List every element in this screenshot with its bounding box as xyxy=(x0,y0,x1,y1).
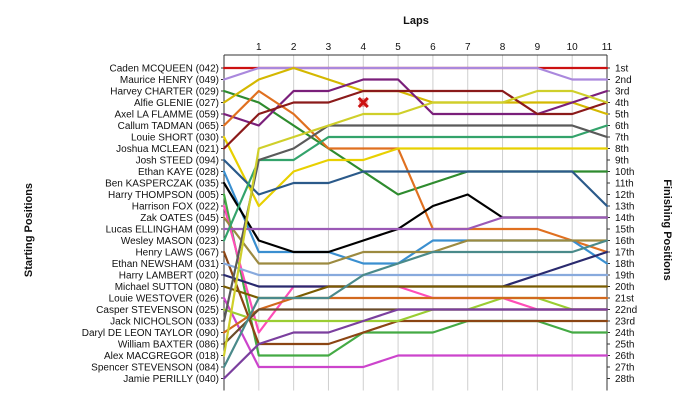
x-tick-label: 1 xyxy=(256,42,262,53)
starting-position-label: Axel LA FLAMME (059) xyxy=(115,110,219,121)
starting-position-label: Harry THOMPSON (005) xyxy=(108,190,219,201)
finishing-position-label: 28th xyxy=(615,374,634,385)
finishing-position-label: 18th xyxy=(615,259,634,270)
series-line-14 xyxy=(222,216,609,265)
x-tick-label: 9 xyxy=(535,42,541,53)
starting-position-label: Spencer STEVENSON (084) xyxy=(91,363,219,374)
x-tick-label: 11 xyxy=(602,42,613,53)
series-line-18 xyxy=(222,262,609,277)
finishing-position-label: 1st xyxy=(615,64,629,75)
event-marker xyxy=(357,96,369,109)
series-line-8 xyxy=(222,89,609,150)
series-line-22 xyxy=(222,296,609,323)
finishing-position-label: 3rd xyxy=(615,87,629,98)
finishing-position-label: 7th xyxy=(615,133,629,144)
series-line-26 xyxy=(222,89,609,357)
series-line-27 xyxy=(222,239,609,369)
starting-position-label: Henry LAWS (067) xyxy=(135,248,219,259)
series-line-28 xyxy=(222,308,609,380)
finishing-position-label: 23rd xyxy=(615,317,635,328)
series-line-17 xyxy=(222,250,609,346)
finishing-position-label: 11th xyxy=(615,179,634,190)
starting-position-label: Jack NICHOLSON (033) xyxy=(110,317,219,328)
series-line-9 xyxy=(222,158,609,208)
marker-cross-b xyxy=(357,96,369,109)
x-tick-label: 2 xyxy=(291,42,297,53)
series-line-16 xyxy=(222,124,609,242)
series-line-24 xyxy=(222,296,609,334)
finishing-position-label: 4th xyxy=(615,98,629,109)
x-tick-label: 4 xyxy=(360,42,366,53)
y-axis-title-left: Starting Positions xyxy=(23,183,35,277)
finishing-position-label: 12th xyxy=(615,190,634,201)
finishing-position-label: 9th xyxy=(615,156,629,167)
series-line-15 xyxy=(222,216,609,231)
x-tick-label: 10 xyxy=(567,42,579,53)
finishing-position-label: 19th xyxy=(615,271,634,282)
starting-position-label: William BAXTER (086) xyxy=(118,340,219,351)
starting-position-label: Ben KASPERCZAK (035) xyxy=(105,179,219,190)
finishing-position-label: 26th xyxy=(615,351,634,362)
x-tick-label: 5 xyxy=(395,42,401,53)
y-axis-title-right: Finishing Positions xyxy=(661,179,673,280)
x-tick-label: 3 xyxy=(326,42,332,53)
starting-position-label: Ethan NEWSHAM (031) xyxy=(112,259,219,270)
starting-position-label: Zak OATES (045) xyxy=(140,213,219,224)
starting-position-label: Callum TADMAN (065) xyxy=(118,121,219,132)
series-line-23 xyxy=(222,124,609,323)
starting-position-label: Daryl DE LEON TAYLOR (090) xyxy=(82,328,219,339)
starting-position-label: Josh STEED (094) xyxy=(136,156,219,167)
finishing-position-label: 13th xyxy=(615,202,634,213)
series-line-7 xyxy=(222,135,609,208)
finishing-position-label: 14th xyxy=(615,213,634,224)
finishing-position-label: 10th xyxy=(615,167,634,178)
starting-position-label: Harvey CHARTER (029) xyxy=(110,87,219,98)
x-ticks: 1 2 3 4 5 6 7 8 9 10 11 xyxy=(256,42,613,53)
finishing-position-label: 8th xyxy=(615,144,629,155)
starting-position-label: Alex MACGREGOR (018) xyxy=(104,351,219,362)
starting-position-label: Ethan KAYE (028) xyxy=(138,167,219,178)
starting-position-label: Lucas ELLINGHAM (099) xyxy=(106,225,219,236)
starting-position-label: Louie SHORT (030) xyxy=(131,133,219,144)
starting-position-label: Harry LAMBERT (020) xyxy=(119,271,219,282)
finishing-position-label: 6th xyxy=(615,121,629,132)
finishing-position-label: 20th xyxy=(615,282,634,293)
x-axis-title: Laps xyxy=(403,15,429,27)
finishing-position-label: 15th xyxy=(615,225,634,236)
series-line-21 xyxy=(222,296,609,369)
finishing-position-label: 21st xyxy=(615,294,634,305)
starting-position-label: Michael SUTTON (080) xyxy=(115,282,219,293)
starting-position-label: Harrison FOX (022) xyxy=(132,202,219,213)
series-line-6 xyxy=(222,89,609,254)
finishing-position-label: 27th xyxy=(615,363,634,374)
x-tick-label: 8 xyxy=(500,42,506,53)
series-line-12 xyxy=(222,193,609,357)
x-tick-label: 6 xyxy=(430,42,436,53)
finishing-position-label: 25th xyxy=(615,340,634,351)
series-line-5 xyxy=(222,78,609,127)
starting-position-label: Wesley MASON (023) xyxy=(121,236,219,247)
starting-position-labels: Caden MCQUEEN (042)Maurice HENRY (049)Ha… xyxy=(82,64,224,385)
grid xyxy=(223,54,608,391)
finishing-position-labels: 1st2nd3rd4th5th6th7th8th9th10th11th12th1… xyxy=(607,64,637,385)
starting-position-label: Jamie PERILLY (040) xyxy=(123,374,219,385)
starting-position-label: Joshua MCLEAN (021) xyxy=(116,144,219,155)
series-line-13 xyxy=(222,204,609,334)
finishing-position-label: 24th xyxy=(615,328,634,339)
finishing-position-label: 2nd xyxy=(615,75,632,86)
finishing-position-label: 16th xyxy=(615,236,634,247)
finishing-position-label: 5th xyxy=(615,110,629,121)
starting-position-label: Casper STEVENSON (025) xyxy=(96,305,219,316)
x-tick-label: 7 xyxy=(465,42,471,53)
finishing-position-label: 17th xyxy=(615,248,634,259)
starting-position-label: Alfie GLENIE (027) xyxy=(134,98,219,109)
starting-position-label: Maurice HENRY (049) xyxy=(120,75,219,86)
finishing-position-label: 22nd xyxy=(615,305,637,316)
starting-position-label: Caden MCQUEEN (042) xyxy=(110,64,219,75)
starting-position-label: Louie WESTOVER (026) xyxy=(109,294,219,305)
series-lines xyxy=(222,66,609,380)
series-line-2 xyxy=(222,66,609,81)
